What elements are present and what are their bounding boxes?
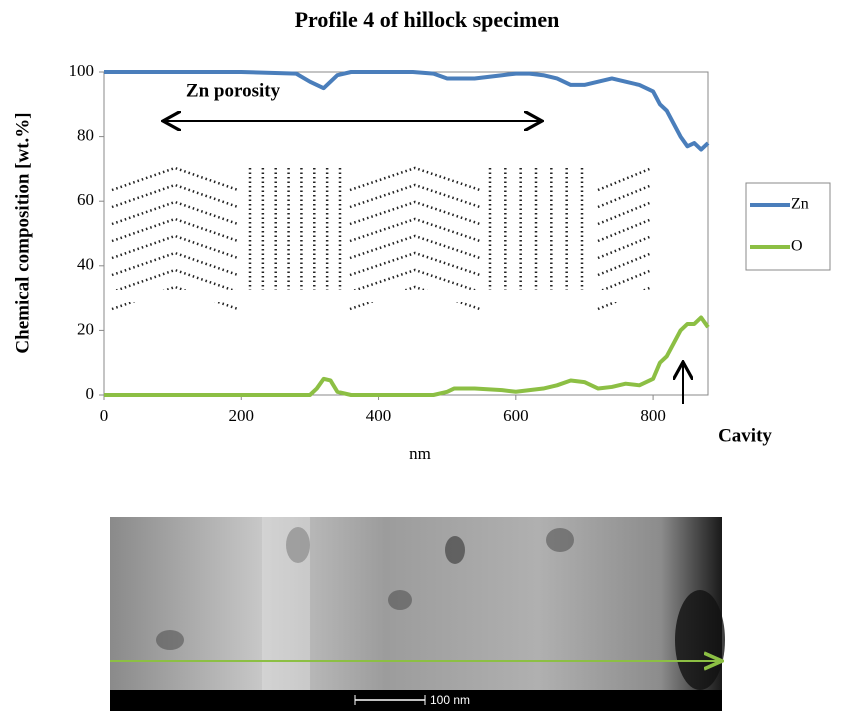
y-tick-label: 20 xyxy=(77,319,94,338)
legend xyxy=(745,182,831,271)
pattern-line xyxy=(597,200,653,226)
x-tick-label: 0 xyxy=(100,406,109,425)
pattern-line xyxy=(597,251,653,277)
annotation: Zn porosity xyxy=(186,80,281,101)
pattern-line xyxy=(597,268,653,294)
pattern-line xyxy=(597,217,653,243)
texture xyxy=(546,528,574,552)
y-tick-label: 40 xyxy=(77,255,94,274)
texture xyxy=(675,590,725,690)
scale-label: 100 nm xyxy=(430,693,470,707)
pattern-line xyxy=(349,200,481,226)
x-tick-label: 600 xyxy=(503,406,529,425)
pattern-line xyxy=(597,285,653,311)
micrograph-image xyxy=(110,517,722,711)
annotation: Cavity xyxy=(718,425,772,446)
chart-title: Profile 4 of hillock specimen xyxy=(295,7,560,32)
pattern-line xyxy=(349,217,481,243)
pattern-line xyxy=(349,234,481,260)
y-tick-label: 100 xyxy=(69,61,95,80)
data-line xyxy=(104,315,710,397)
pattern-line xyxy=(597,183,653,209)
pattern-line xyxy=(111,217,239,243)
pattern-line xyxy=(597,166,653,192)
legend-label: Zn xyxy=(791,196,809,213)
y-tick-label: 80 xyxy=(77,126,94,145)
plot: 0 20 40 60 80 100 0 200 400 600 800 xyxy=(69,61,710,425)
pattern-line xyxy=(597,234,653,260)
y-tick-label: 0 xyxy=(86,384,95,403)
texture xyxy=(286,527,310,563)
x-tick-label: 800 xyxy=(640,406,666,425)
pattern-line xyxy=(111,166,239,192)
texture xyxy=(262,517,310,690)
texture xyxy=(156,630,184,650)
x-axis-label: nm xyxy=(409,444,431,463)
texture xyxy=(388,590,412,610)
x-tick-label: 200 xyxy=(229,406,255,425)
legend-label: O xyxy=(791,238,803,255)
pattern-line xyxy=(111,268,239,294)
legend-items: Zn O xyxy=(750,196,809,255)
pattern-line xyxy=(111,234,239,260)
pattern-line xyxy=(111,183,239,209)
pattern-line xyxy=(349,166,481,192)
pattern-line xyxy=(111,251,239,277)
texture xyxy=(445,536,465,564)
pattern-line xyxy=(349,183,481,209)
porosity-pattern xyxy=(104,166,664,311)
y-tick-label: 60 xyxy=(77,190,94,209)
pattern-line xyxy=(349,251,481,277)
x-tick-label: 400 xyxy=(366,406,392,425)
micrograph: 100 nm xyxy=(110,517,725,711)
pattern-line xyxy=(349,268,481,294)
pattern-mask xyxy=(104,290,664,302)
data-line xyxy=(104,70,710,152)
y-axis-label: Chemical composition [wt.%] xyxy=(12,112,33,353)
pattern-line xyxy=(111,200,239,226)
